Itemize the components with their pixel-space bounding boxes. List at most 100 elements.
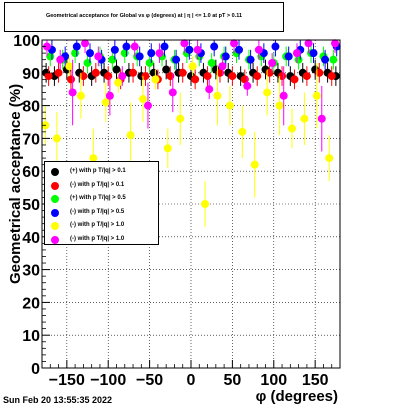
data-point [279, 66, 288, 126]
point-marker [254, 45, 263, 54]
point-marker [160, 42, 169, 51]
point-marker [221, 52, 230, 61]
data-point [218, 56, 227, 77]
point-marker [155, 49, 164, 58]
point-marker [138, 95, 147, 104]
data-point [52, 112, 61, 165]
point-marker [56, 55, 65, 64]
point-marker [292, 49, 301, 58]
point-marker [327, 72, 336, 81]
y-tick-label: 20 [22, 295, 40, 312]
data-point [101, 82, 110, 122]
y-tick-label: 90 [22, 66, 40, 83]
data-point [287, 108, 296, 149]
point-marker [54, 68, 63, 77]
data-point [329, 49, 338, 70]
data-point [168, 72, 177, 113]
data-point [122, 40, 131, 57]
point-marker [271, 42, 280, 51]
data-point [143, 82, 152, 129]
data-point [290, 69, 299, 90]
data-point [178, 62, 187, 83]
data-point [228, 66, 237, 86]
point-marker [191, 75, 200, 84]
data-point [135, 46, 144, 67]
point-marker [114, 78, 123, 87]
data-point [205, 79, 214, 100]
point-marker [143, 101, 152, 110]
x-axis-label: φ (degrees) [256, 388, 338, 405]
x-tick-label: 50 [223, 372, 241, 389]
data-point [207, 53, 216, 73]
y-axis-label: Geometrical acceptance (%) [7, 84, 24, 284]
data-point [312, 62, 321, 129]
legend-label: (-) with p T/|q| > 1.0 [70, 235, 125, 242]
data-point [309, 43, 318, 63]
point-marker [238, 127, 247, 136]
legend-item: (+) with p T/|q| > 0.5 [45, 193, 158, 205]
point-marker [228, 72, 237, 81]
data-point [151, 69, 160, 90]
point-marker [168, 88, 177, 97]
data-point [118, 66, 127, 86]
data-point [72, 40, 81, 57]
legend-item: (+) with p T/|q| > 0.1 [45, 166, 158, 178]
point-marker [201, 200, 210, 208]
legend-label: (-) with p T/|q| > 1.0 [70, 222, 125, 228]
point-marker [185, 45, 194, 54]
data-point [327, 66, 336, 86]
x-tick-label: 150 [302, 372, 329, 389]
point-marker [91, 68, 100, 77]
legend-item: (-) with p T/|q| > 1.0 [45, 234, 158, 246]
point-marker [304, 39, 313, 48]
point-marker [94, 52, 103, 61]
data-point [112, 59, 121, 80]
data-point [160, 40, 169, 57]
point-marker [230, 39, 239, 48]
data-point [180, 39, 189, 54]
data-point [191, 69, 200, 90]
y-tick-label: 70 [22, 131, 40, 148]
data-point [56, 49, 65, 70]
data-point [238, 105, 247, 159]
data-point [225, 85, 234, 126]
data-point [292, 43, 301, 63]
point-marker [235, 45, 244, 54]
point-marker [218, 62, 227, 71]
data-point [86, 43, 95, 63]
point-marker [193, 45, 202, 54]
title-box: Geometrical acceptance for Global vs φ (… [4, 2, 284, 32]
data-point [271, 40, 280, 57]
data-point [188, 56, 197, 77]
legend-marker [51, 208, 59, 217]
point-marker [81, 39, 90, 48]
point-marker [309, 49, 318, 58]
point-marker [89, 154, 98, 163]
point-marker [246, 55, 255, 64]
point-marker [279, 91, 288, 100]
point-marker [176, 114, 185, 123]
point-marker [263, 88, 272, 97]
data-point [114, 72, 123, 93]
legend-marker [51, 168, 59, 176]
data-point [284, 46, 293, 67]
point-marker [118, 72, 127, 81]
data-point [176, 92, 185, 145]
legend-label: (+) with p T/|q| > 0.5 [70, 195, 126, 201]
y-tick-label: 60 [22, 164, 40, 181]
point-marker [126, 131, 135, 140]
data-point [76, 72, 85, 119]
data-point [163, 128, 172, 168]
point-marker [250, 160, 259, 169]
point-marker [147, 49, 156, 58]
point-marker [172, 55, 181, 64]
point-marker [225, 101, 234, 110]
data-point [210, 40, 219, 57]
point-marker [180, 39, 189, 48]
point-marker [112, 65, 121, 74]
y-tick-label: 0 [31, 361, 40, 378]
legend-item: (-) with p T/|q| > 0.5 [45, 207, 158, 219]
point-marker [312, 91, 321, 100]
x-tick-label: −150 [49, 372, 85, 389]
